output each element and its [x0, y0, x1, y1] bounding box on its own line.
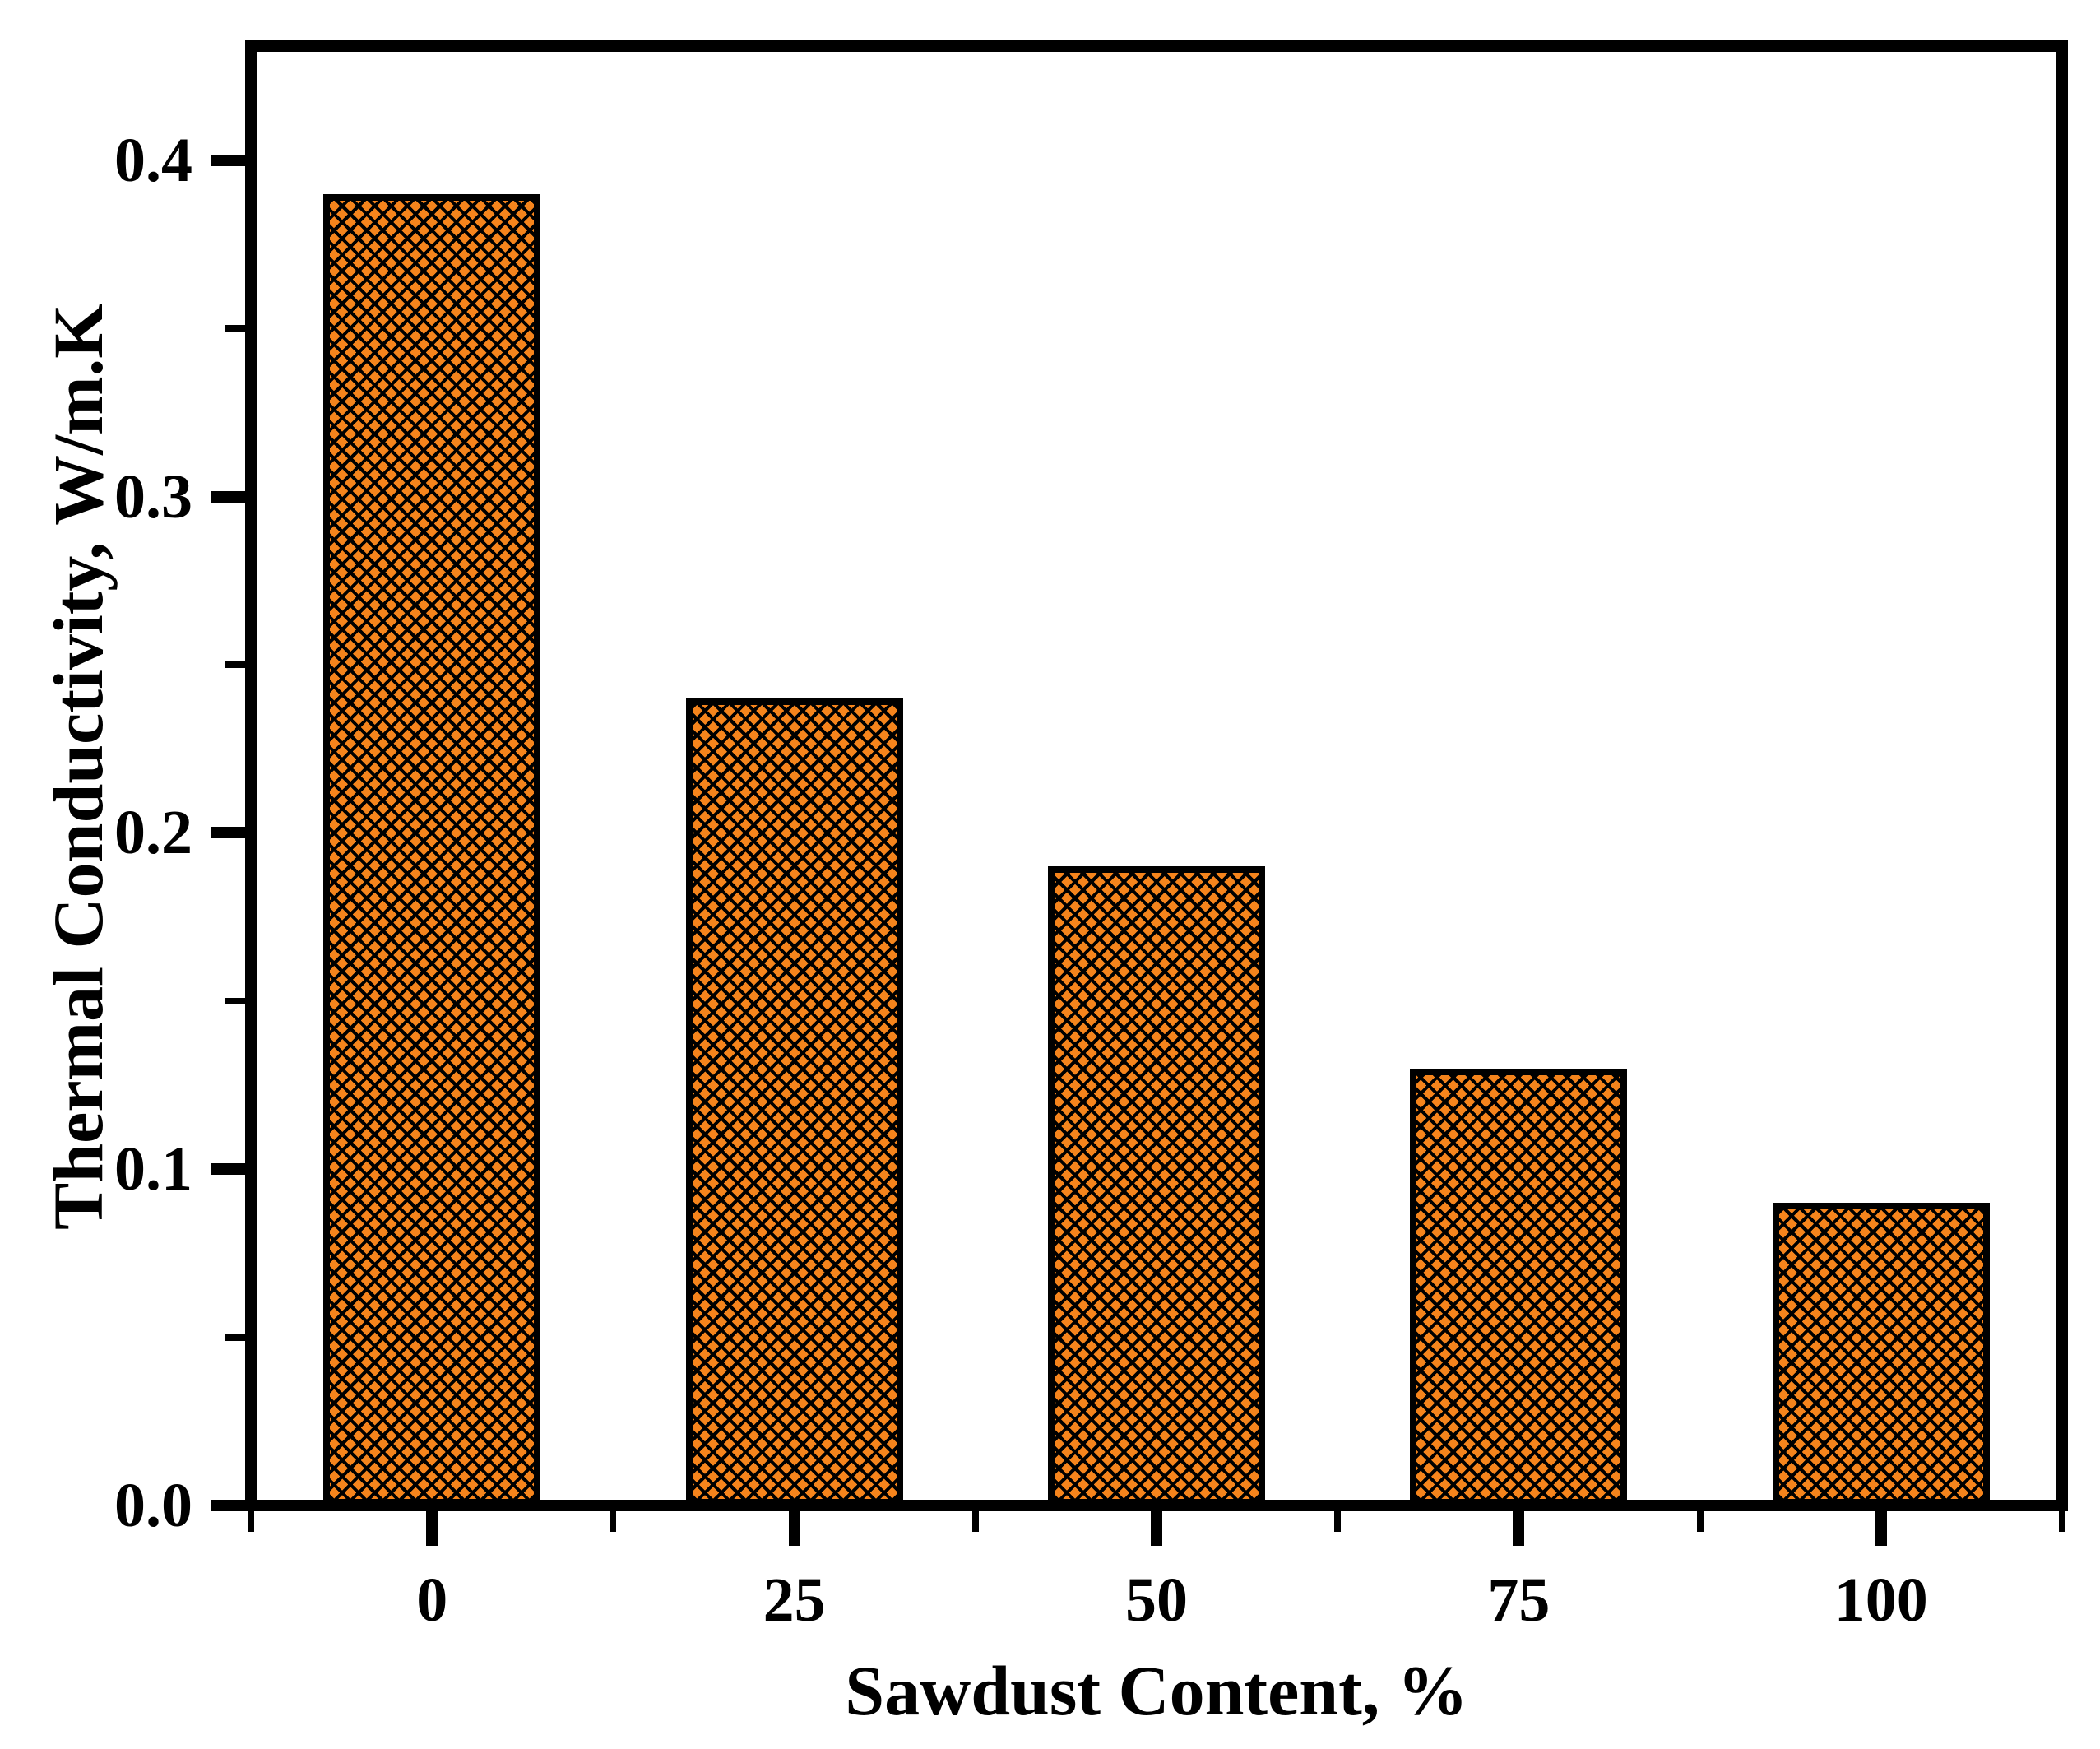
- x-minor-tick: [971, 1511, 979, 1532]
- x-major-tick: [1513, 1511, 1525, 1546]
- x-minor-tick: [610, 1511, 617, 1532]
- x-major-tick: [1875, 1511, 1887, 1546]
- bar-100: [1772, 1203, 1990, 1505]
- x-tick-label-50: 50: [1125, 1566, 1188, 1635]
- x-major-tick: [1151, 1511, 1162, 1546]
- bar-25: [685, 698, 903, 1505]
- y-tick-label-0.2: 0.2: [114, 798, 192, 868]
- x-minor-tick: [1696, 1511, 1704, 1532]
- y-major-tick: [211, 154, 245, 166]
- y-major-tick: [211, 827, 245, 839]
- y-major-tick: [211, 490, 245, 503]
- x-tick-label-0: 0: [416, 1566, 448, 1635]
- y-tick-label-0.3: 0.3: [114, 462, 192, 531]
- x-major-tick: [788, 1511, 800, 1546]
- bar-0: [323, 193, 541, 1505]
- y-minor-tick: [225, 997, 245, 1004]
- x-axis-title: Sawdust Content, %: [845, 1651, 1468, 1730]
- bar-50: [1048, 866, 1265, 1505]
- y-major-tick: [211, 1163, 245, 1176]
- x-tick-label-25: 25: [763, 1566, 826, 1635]
- y-major-tick: [211, 1500, 245, 1511]
- x-minor-tick: [2059, 1511, 2065, 1532]
- x-minor-tick: [248, 1511, 254, 1532]
- x-tick-label-75: 75: [1487, 1566, 1551, 1635]
- x-tick-label-100: 100: [1833, 1566, 1928, 1635]
- y-tick-label-0.1: 0.1: [114, 1134, 192, 1204]
- y-axis-title: Thermal Conductivity, W/m.K: [39, 303, 118, 1231]
- y-minor-tick: [225, 661, 245, 669]
- y-minor-tick: [225, 1334, 245, 1341]
- bar-75: [1410, 1068, 1628, 1505]
- y-tick-label-0.4: 0.4: [114, 125, 192, 195]
- x-major-tick: [426, 1511, 438, 1546]
- y-tick-label-0.0: 0.0: [114, 1471, 192, 1540]
- x-minor-tick: [1334, 1511, 1342, 1532]
- y-minor-tick: [225, 325, 245, 332]
